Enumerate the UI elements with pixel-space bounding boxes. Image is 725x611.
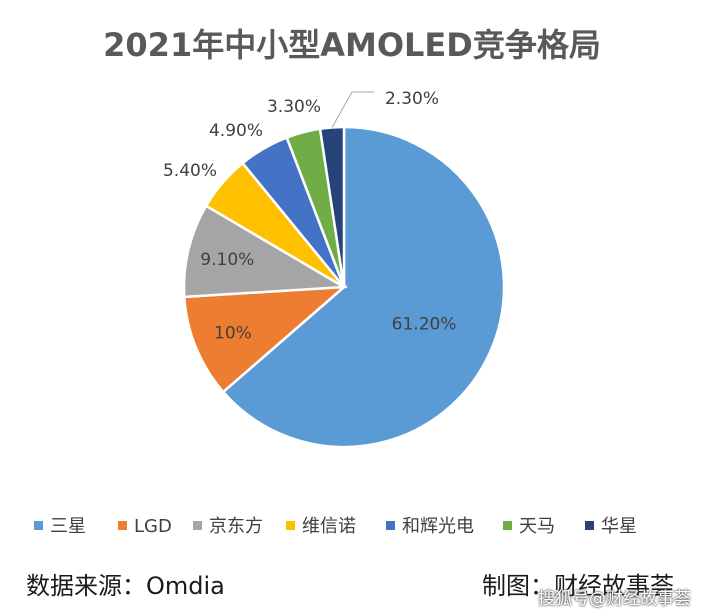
legend-swatch-2	[193, 521, 202, 530]
legend-swatch-0	[34, 521, 43, 530]
source-note: 数据来源：Omdia	[26, 572, 225, 600]
data-label-2: 9.10%	[200, 250, 254, 270]
legend-label-3: 维信诺	[302, 516, 356, 537]
legend-swatch-5	[503, 521, 512, 530]
pie-slice-1	[182, 285, 348, 394]
pie-slice-0	[221, 125, 506, 449]
legend-swatch-4	[386, 521, 395, 530]
data-label-4: 4.90%	[209, 121, 263, 141]
credit-note: 制图：财经故事荟	[482, 572, 674, 600]
data-label-1: 10%	[214, 324, 252, 344]
legend-label-6: 华星	[601, 516, 637, 537]
leader-line-6	[331, 91, 374, 128]
legend-label-0: 三星	[50, 516, 86, 537]
data-label-0: 61.20%	[392, 315, 457, 335]
legend-swatch-6	[585, 521, 594, 530]
legend-label-2: 京东方	[209, 516, 263, 537]
data-label-6: 2.30%	[385, 89, 439, 109]
legend-label-1: LGD	[134, 516, 172, 537]
legend-label-5: 天马	[519, 516, 555, 537]
data-label-5: 3.30%	[267, 97, 321, 117]
data-label-3: 5.40%	[163, 161, 217, 181]
chart-title: 2021年中小型AMOLED竞争格局	[103, 26, 601, 64]
pie-slice-2	[182, 204, 349, 299]
legend-swatch-3	[286, 521, 295, 530]
legend-swatch-1	[118, 521, 127, 530]
legend-label-4: 和辉光电	[402, 516, 474, 537]
watermark-text: 搜狐号@财经故事荟	[538, 589, 691, 609]
